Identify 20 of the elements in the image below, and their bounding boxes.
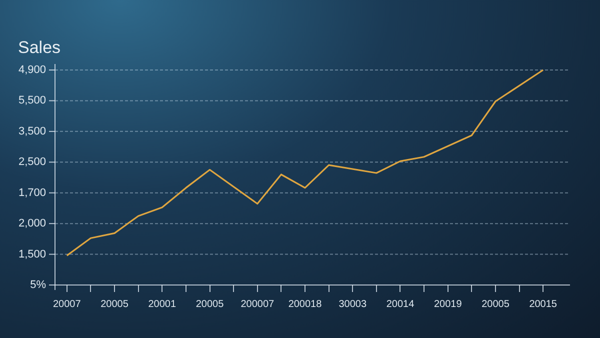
- x-tick-label: 20005: [100, 298, 129, 310]
- text: 5%: [30, 279, 46, 292]
- chart-title: Sales: [18, 38, 61, 58]
- text: 3,500: [18, 125, 46, 138]
- x-tick-label: 200007: [240, 298, 274, 310]
- text: 5,500: [18, 94, 46, 107]
- text: 1,500: [18, 248, 46, 260]
- x-tick-label: 20019: [434, 298, 462, 310]
- text: 2,500: [18, 156, 46, 168]
- x-tick-label: 20005: [196, 298, 224, 310]
- text: 1,700: [18, 186, 46, 199]
- x-tick-label: 20014: [386, 298, 415, 310]
- text: 4,900: [18, 64, 46, 76]
- x-tick-label: 20001: [148, 298, 176, 310]
- x-tick-label: 200018: [288, 298, 322, 310]
- x-tick-label: 20007: [53, 298, 82, 310]
- x-tick-label: 20015: [529, 298, 558, 310]
- text: 2,000: [18, 218, 46, 230]
- x-tick-label: 20005: [482, 298, 510, 310]
- x-tick-label: 30003: [338, 298, 367, 310]
